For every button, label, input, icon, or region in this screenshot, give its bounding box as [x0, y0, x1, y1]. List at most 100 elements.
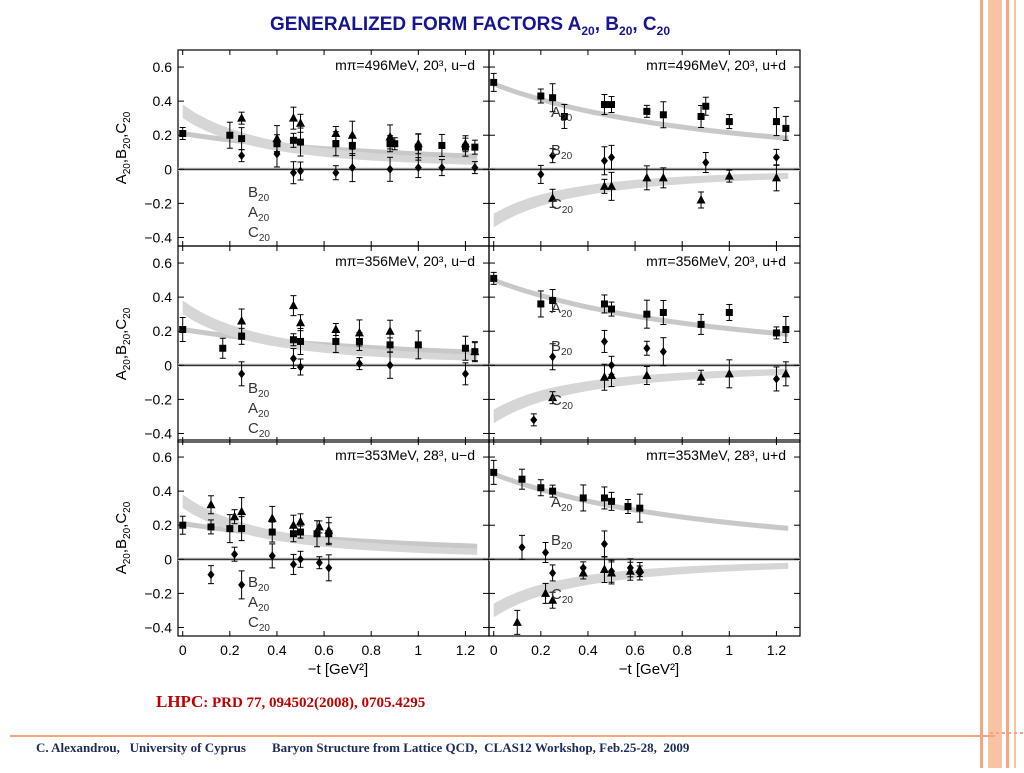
y-tick-label: 0.4 — [153, 289, 173, 305]
y-axis-label-part: 20 — [122, 501, 133, 513]
b20-point — [772, 374, 780, 384]
b20-point — [297, 362, 305, 372]
b20-point — [530, 415, 538, 425]
b20-point — [549, 568, 557, 578]
panel-frame — [488, 439, 801, 637]
legend-label-a20: A20 — [248, 594, 270, 614]
a20-point — [490, 274, 498, 282]
legend-label-sub: 20 — [259, 429, 271, 440]
y-tick-label: −0.2 — [144, 391, 172, 407]
c20-point — [599, 181, 609, 190]
a20-point — [490, 78, 498, 86]
y-axis-label-part: 20 — [122, 527, 133, 539]
x-tick-label: 0.8 — [361, 642, 381, 658]
b20-point — [600, 336, 608, 346]
b20-point — [772, 152, 780, 162]
c20-point — [296, 516, 306, 526]
a20-fit-band — [493, 81, 789, 141]
a20-point — [289, 136, 297, 144]
a20-point — [438, 141, 446, 149]
a20-point — [391, 140, 399, 148]
legend-label-sub: 20 — [562, 595, 574, 606]
b20-point — [386, 360, 394, 370]
x-axis-label: −t [GeV²] — [308, 661, 368, 678]
b20-point — [549, 352, 557, 362]
a20-point — [490, 468, 498, 476]
b20-point — [238, 580, 246, 590]
a20-point — [600, 101, 608, 109]
x-tick-label: 0.2 — [220, 642, 240, 658]
x-tick-label: 0.8 — [672, 642, 692, 658]
a20-point — [782, 124, 790, 132]
c20-point — [230, 511, 240, 521]
b20-point — [325, 563, 333, 573]
c20-point — [607, 181, 617, 190]
b20-point — [289, 353, 297, 363]
a20-point — [461, 344, 469, 352]
b20-point — [438, 163, 446, 173]
legend-label-sub: 20 — [258, 409, 270, 420]
b20-point — [608, 152, 616, 162]
y-axis-label-part: ,B — [113, 345, 130, 359]
x-tick-label: 0.4 — [578, 642, 598, 658]
legend-label-sub: 20 — [258, 213, 270, 224]
y-axis-label-part: 20 — [122, 333, 133, 345]
y-axis-label-part: 20 — [122, 163, 133, 175]
y-tick-label: 0.6 — [153, 255, 173, 271]
a20-point — [537, 300, 545, 308]
y-axis-label-part: ,C — [113, 319, 130, 334]
legend-label-sub: 20 — [258, 193, 270, 204]
legend-label-b20: B20 — [248, 184, 270, 204]
c20-fit-band — [493, 172, 789, 228]
b20-point — [471, 163, 479, 173]
y-axis-label-part: 20 — [122, 553, 133, 565]
a20-point — [226, 525, 234, 533]
c20-point — [237, 113, 247, 122]
c20-point — [599, 372, 609, 381]
x-tick-label: 1.2 — [456, 642, 476, 658]
c20-point — [470, 346, 480, 356]
b20-point — [348, 163, 356, 173]
b20-point — [600, 539, 608, 549]
c20-point — [781, 368, 791, 378]
y-axis-label-part: ,C — [113, 513, 130, 528]
legend-label-sub: 20 — [561, 541, 573, 552]
b20-point — [315, 558, 323, 568]
c20-point — [599, 564, 609, 574]
title-sep-b: , B — [594, 14, 620, 35]
a20-fit-band — [182, 520, 478, 549]
c20-point — [696, 194, 706, 204]
c20-point — [724, 368, 734, 378]
x-tick-label: 0.4 — [267, 642, 287, 658]
legend-label-c20: C20 — [248, 614, 270, 634]
b20-point — [518, 542, 526, 552]
legend-label-sub: 20 — [561, 503, 573, 514]
b20-point — [659, 347, 667, 357]
y-tick-label: −0.4 — [144, 619, 172, 635]
a20-point — [238, 332, 246, 340]
a20-point — [179, 326, 187, 334]
a20-point — [549, 487, 557, 495]
x-tick-label: 0 — [179, 642, 187, 658]
footer: C. Alexandrou, University of Cyprus Bary… — [36, 740, 689, 756]
slide-border-decoration — [976, 0, 1024, 768]
a20-point — [772, 118, 780, 126]
y-axis-label-part: 20 — [122, 307, 133, 319]
a20-point — [782, 326, 790, 334]
legend-label-sub: 20 — [258, 389, 270, 400]
b20-point — [289, 559, 297, 569]
panel-frame — [488, 49, 801, 247]
legend-label-sub: 20 — [561, 309, 573, 320]
c20-point — [385, 131, 395, 141]
citation-collab: LHPC — [156, 692, 204, 711]
c20-fit-band — [493, 368, 789, 424]
legend-label-b20: B20 — [551, 142, 573, 162]
b20-point — [461, 369, 469, 379]
panel-label: mπ=356MeV, 20³, u−d — [335, 253, 475, 269]
y-axis-label: A20,B20,C20 — [113, 501, 133, 574]
a20-point — [549, 297, 557, 305]
a20-point — [238, 135, 246, 143]
x-tick-label: 1 — [725, 642, 733, 658]
x-tick-label: 0.6 — [314, 642, 334, 658]
a20-fit-band — [182, 130, 478, 159]
